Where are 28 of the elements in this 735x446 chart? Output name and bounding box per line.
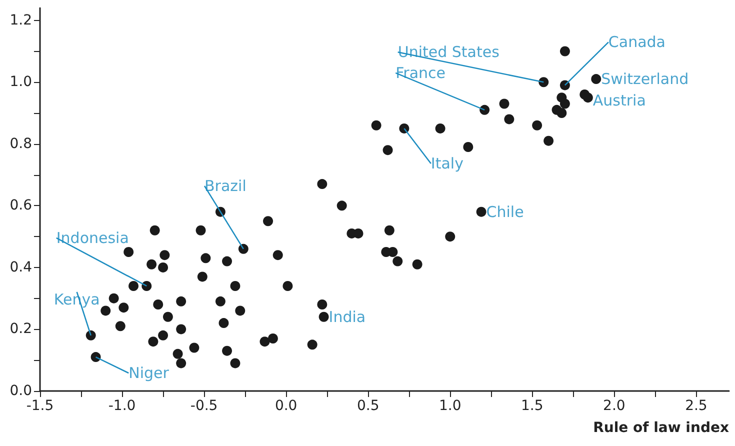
x-tick-label: 2.0 xyxy=(603,398,626,414)
y-tick-label: 0.2 xyxy=(10,321,32,338)
y-tick-label: 0.4 xyxy=(10,259,32,276)
annotation: Indonesia xyxy=(56,228,129,247)
x-tick-label: 2.5 xyxy=(685,398,708,414)
annotation: Switzerland xyxy=(601,70,689,88)
annotation: Niger xyxy=(128,364,170,382)
x-tick-label: 1.5 xyxy=(521,398,544,414)
annotation: Chile xyxy=(486,202,524,221)
x-tick-label: 1.0 xyxy=(438,398,462,414)
x-tick-label: -1.0 xyxy=(108,398,136,414)
x-tick-label: 0.0 xyxy=(274,398,298,414)
annotation: France xyxy=(396,64,446,82)
y-tick-label: 1.0 xyxy=(10,74,32,90)
x-tick-label: 0.5 xyxy=(356,398,380,414)
x-tick-label: -0.5 xyxy=(190,398,218,414)
annotation: India xyxy=(328,308,366,326)
y-tick-label: 0.6 xyxy=(10,198,32,214)
y-tick-label: 0.0 xyxy=(10,383,32,399)
annotation: Austria xyxy=(592,92,646,110)
annotation: United States xyxy=(398,43,500,62)
x-axis-title: Rule of law index xyxy=(593,420,729,436)
annotation: Brazil xyxy=(204,176,246,195)
annotation: Canada xyxy=(608,33,666,52)
x-tick-label: -1.5 xyxy=(26,398,54,414)
annotation: Italy xyxy=(430,154,464,172)
y-tick-label: 1.2 xyxy=(10,12,32,28)
y-tick-label: 0.8 xyxy=(10,136,32,152)
